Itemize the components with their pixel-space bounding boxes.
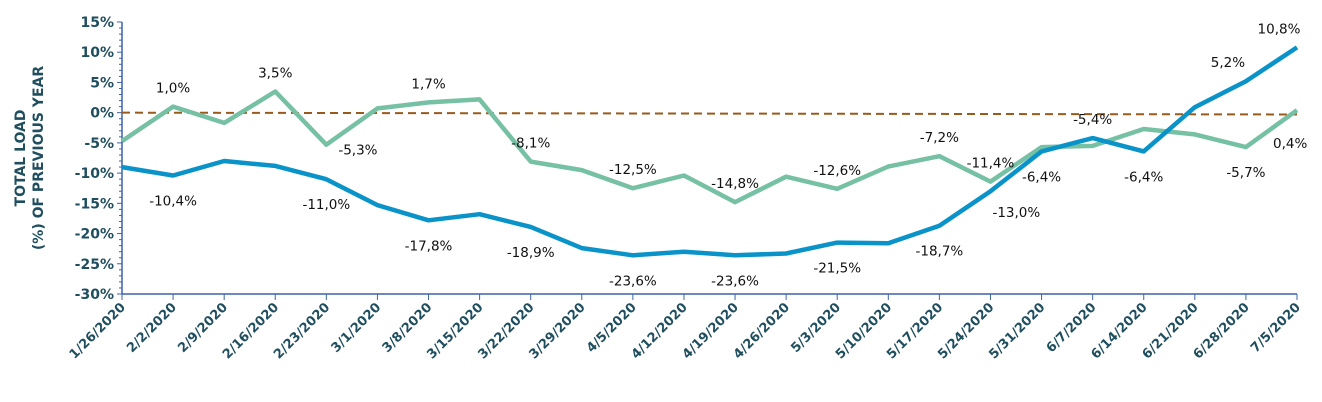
x-tick-label: 6/7/2020 [1044,300,1100,356]
data-label: -5,7% [1226,165,1265,181]
x-tick-label: 3/1/2020 [329,300,385,356]
data-label: -8,1% [511,136,550,152]
x-tick-label: 1/26/2020 [67,300,129,362]
data-label: 3,5% [258,66,292,82]
data-label: 1,7% [411,76,445,92]
data-label: -10,4% [149,194,197,210]
series-blue-line [121,45,1299,258]
data-label: -23,6% [609,273,657,289]
data-label: 10,8% [1258,21,1301,37]
data-label: -14,8% [711,176,759,192]
y-axis-title-line: (%) OF PREVIOUS YEAR [31,66,47,250]
x-tick-label: 3/8/2020 [380,300,436,356]
data-label: -7,2% [920,130,959,146]
x-tick-label: 7/5/2020 [1248,300,1304,356]
y-axis-title-line: TOTAL LOAD [13,110,29,207]
series-group [120,45,1299,258]
y-tick-label: -25% [75,257,114,273]
y-tick-label: -30% [75,287,114,303]
data-label: -18,9% [507,245,555,261]
data-label: 1,0% [156,81,190,97]
x-tick-label: 5/3/2020 [788,300,844,356]
x-axis: 1/26/20202/2/20202/9/20202/16/20202/23/2… [67,293,1304,362]
data-label: -23,6% [711,273,759,289]
data-label: -6,4% [1022,169,1061,185]
data-labels-group: -10,4% -11,0% -17,8% -18,9% -23,6% -23,6% -21,… [149,21,1307,289]
data-label: -5,3% [338,143,377,159]
y-tick-label: -10% [75,166,114,182]
data-label: -12,6% [813,163,861,179]
data-label: -6,4% [1124,169,1163,185]
data-label: -13,0% [992,205,1040,221]
y-axis: 15% 10% 5% 0% -5% -10% -15% -20% -25% -30% [75,15,123,303]
y-tick-label: -15% [75,196,114,212]
y-tick-label: 5% [90,75,114,91]
data-label: -18,7% [916,244,964,260]
y-tick-label: 10% [80,45,114,61]
x-tick-label: 2/9/2020 [175,300,231,356]
y-tick-label: -20% [75,227,114,243]
reference-line-group [121,111,1298,116]
data-label: 5,2% [1211,55,1245,71]
y-tick-label: -5% [84,136,114,152]
data-label: -12,5% [609,162,657,178]
x-tick-label: 2/2/2020 [124,300,180,356]
y-tick-label: 0% [90,106,114,122]
data-label: -11,0% [302,197,350,213]
data-label: -5,4% [1073,112,1112,128]
data-label: 0,4% [1273,136,1307,152]
data-label: -21,5% [813,261,861,277]
reference-line [121,111,1298,116]
y-axis-title: TOTAL LOAD (%) OF PREVIOUS YEAR [13,66,47,250]
data-label: -17,8% [405,238,453,254]
series-green-line [120,89,1299,205]
x-tick-label: 4/5/2020 [584,300,640,356]
y-tick-label: 15% [80,15,114,31]
data-label: -11,4% [967,156,1015,172]
